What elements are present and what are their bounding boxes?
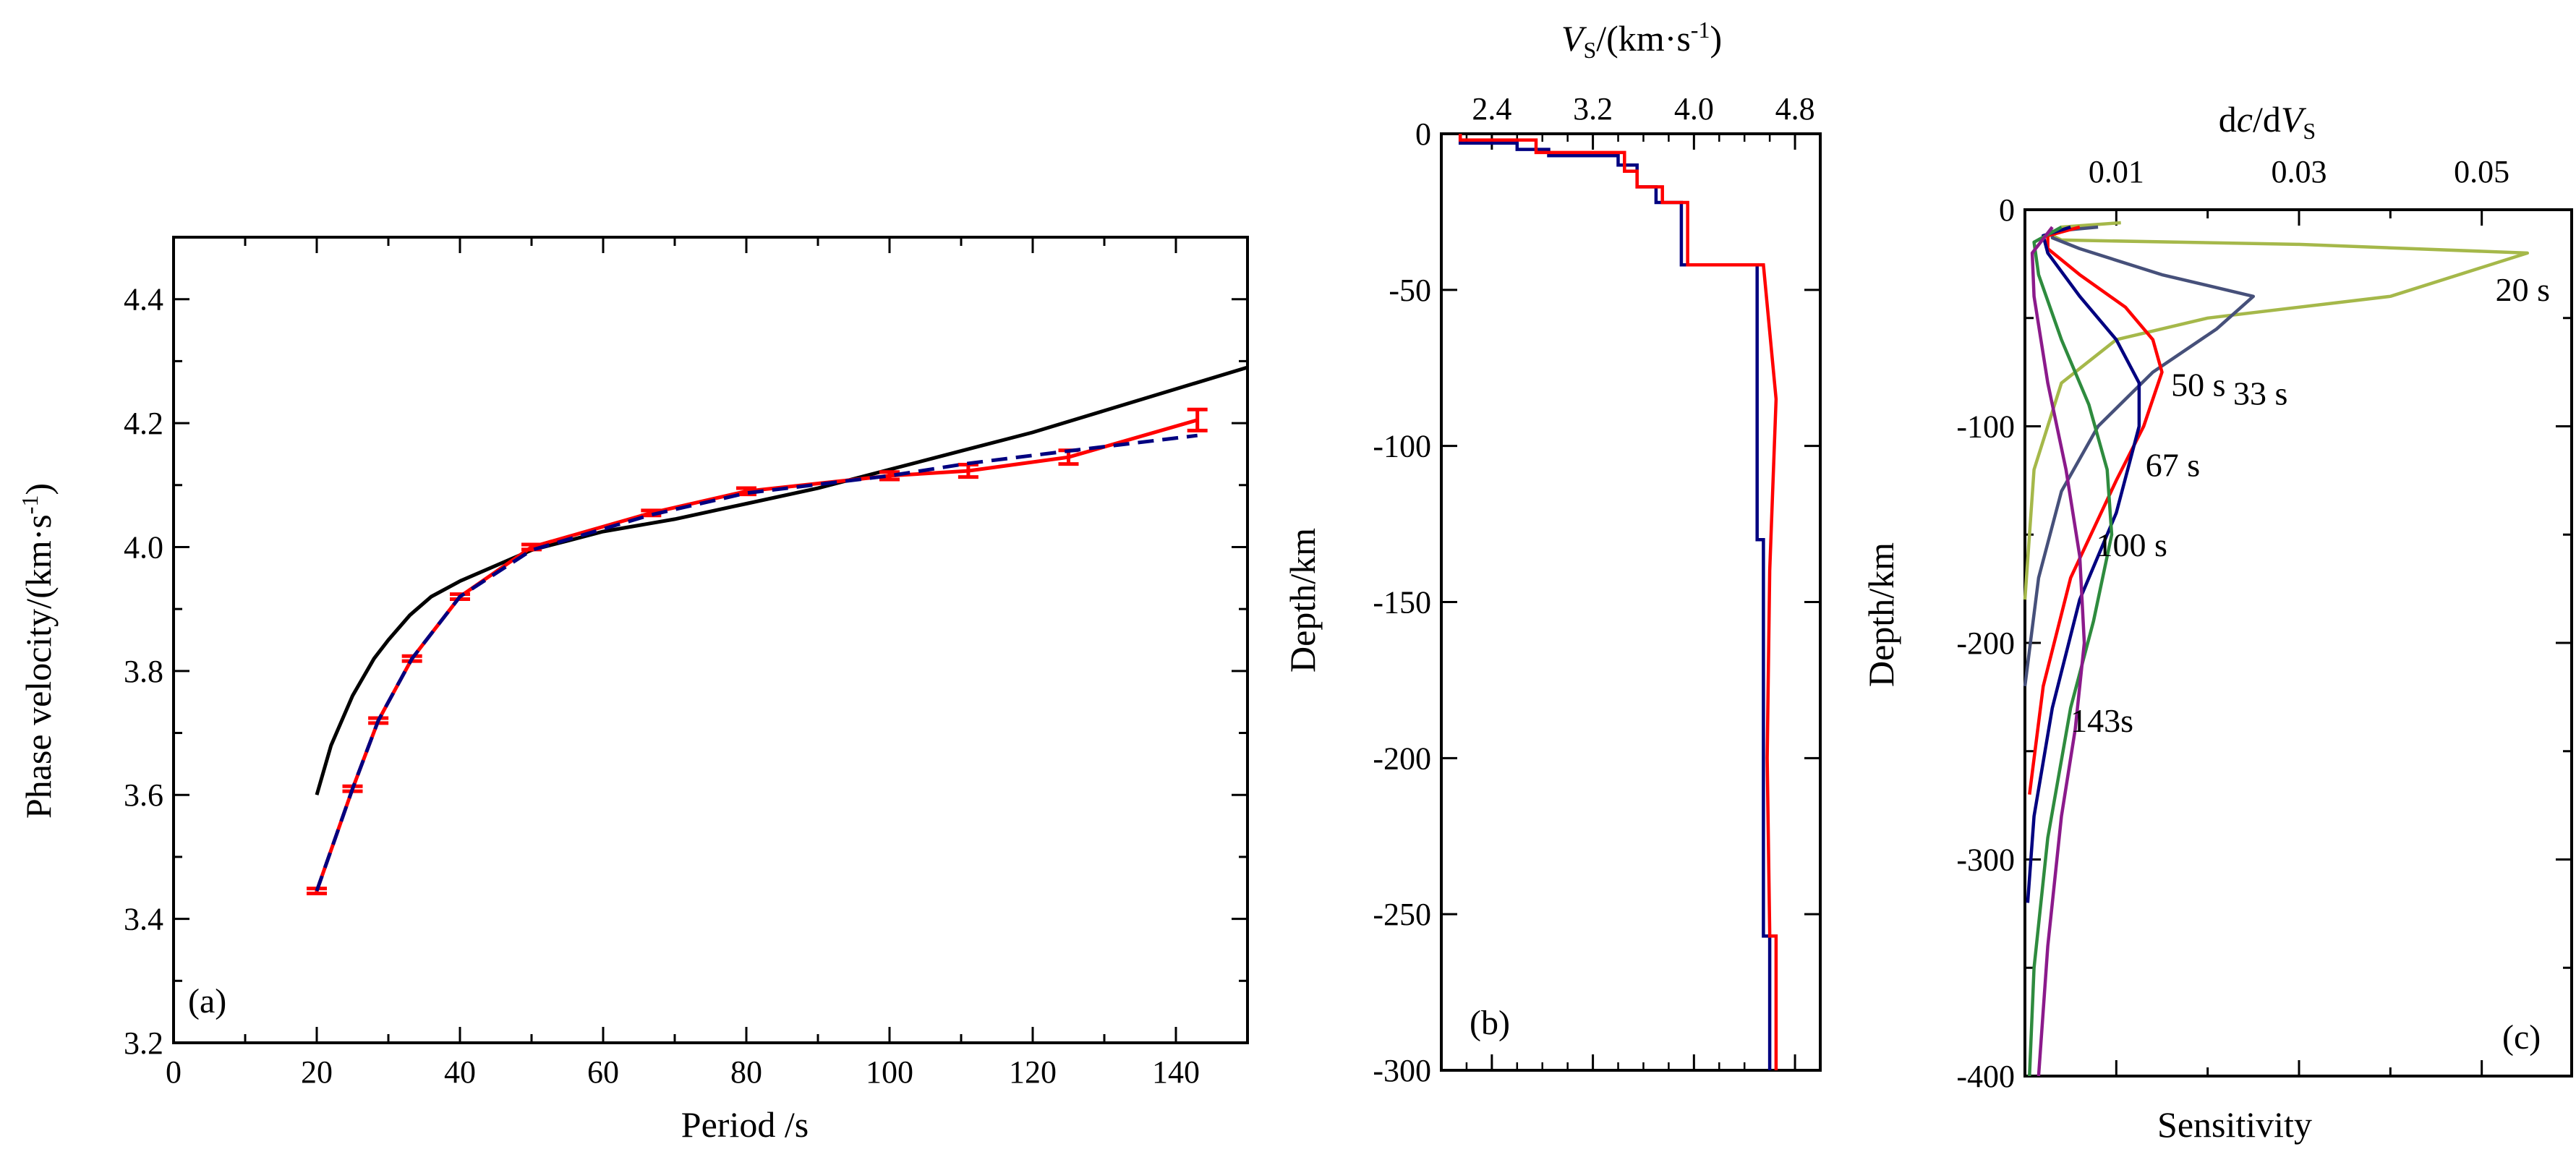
panel-a-y-tick-label: 3.4: [124, 902, 163, 937]
panel-b-xlabel: VS/(km·s-1): [1561, 17, 1722, 63]
panel-c-y-tick-label: -300: [1956, 842, 2015, 878]
panel-a-label: (a): [188, 982, 226, 1020]
panel-a-frame: [172, 236, 1249, 1044]
panel-b: (b) VS/(km·s-1) Depth/km 2.4 3.2 4.0 4.8 0 -5…: [1282, 17, 1822, 1088]
panel-b-y-tick-label: -150: [1373, 585, 1431, 620]
panel-a-y-tick-label: 4.4: [124, 282, 163, 317]
panel-b-y-tick-label: 0: [1415, 116, 1431, 152]
panel-a-ylabel-text: Phase velocity/(km·s: [18, 514, 59, 819]
panel-c-curve-label: 20 s: [2496, 271, 2550, 308]
panel-a-ylabel-close: ): [18, 483, 59, 495]
panel-b-y-tick-label: -250: [1373, 897, 1431, 932]
panel-b-x-tick-label: 4.8: [1775, 91, 1815, 127]
panel-c-y-tick-label: -200: [1956, 626, 2015, 661]
panel-c-y-tick-label: -400: [1956, 1059, 2015, 1094]
panel-c-toplabel-mid: /d: [2253, 99, 2281, 140]
panel-b-series-inverted: [1458, 134, 1778, 1070]
panel-c: (c) Sensitivity dc/dVS Depth/km 0.01 0.03…: [1861, 99, 2573, 1145]
panel-b-label: (b): [1470, 1004, 1510, 1042]
panel-b-y-tick-label: -50: [1389, 273, 1431, 308]
panel-a-x-tick-label: 100: [866, 1054, 913, 1090]
panel-a-ylabel: Phase velocity/(km·s-1): [17, 483, 59, 819]
panel-c-y-tick-label: -100: [1956, 409, 2015, 445]
panel-a-x-tick-label: 120: [1009, 1054, 1057, 1090]
panel-b-ylabel: Depth/km: [1282, 528, 1323, 673]
panel-b-xlabel-close: ): [1710, 18, 1722, 59]
panel-c-y-tick-label: 0: [1999, 192, 2015, 228]
panel-c-series-100s: [2028, 226, 2114, 1077]
panel-a-series-predicted: [315, 433, 1198, 892]
panel-c-toplabel-italic: c: [2237, 99, 2253, 140]
panel-c-series-50s: [2028, 225, 2164, 795]
panel-c-x-tick-label: 0.03: [2272, 154, 2327, 189]
panel-c-x-tick-label: 0.01: [2089, 154, 2144, 189]
panel-a-x-tick-label: 60: [587, 1054, 619, 1090]
panel-c-x-tick-label: 0.05: [2454, 154, 2509, 189]
panel-a-series-observed: [315, 418, 1198, 892]
panel-c-toplabel-italic2: V: [2281, 99, 2307, 140]
panel-a-y-tick-label: 3.6: [124, 777, 163, 813]
panel-c-series-33s: [2023, 225, 2256, 687]
panel-c-toplabel: dc/dVS: [2219, 99, 2316, 144]
panel-c-curve-label: 33 s: [2233, 375, 2287, 412]
panel-a-y-tick-label: 3.8: [124, 654, 163, 689]
panel-c-series-143s: [2030, 226, 2086, 1077]
panel-c-series-67s: [2026, 225, 2141, 903]
panel-c-curve-label: 50 s: [2171, 367, 2225, 404]
panel-a-y-tick-label: 4.0: [124, 529, 163, 565]
panel-c-toplabel-sub: S: [2303, 118, 2316, 144]
panel-b-x-tick-label: 3.2: [1573, 91, 1613, 127]
panel-c-ylabel: Depth/km: [1861, 542, 1901, 687]
panel-b-y-tick-label: -200: [1373, 741, 1431, 776]
panel-b-y-tick-label: -100: [1373, 429, 1431, 464]
panel-a-y-tick-label: 4.2: [124, 406, 163, 441]
panel-b-x-tick-label: 4.0: [1674, 91, 1714, 127]
panel-b-xlabel-sup: -1: [1691, 17, 1710, 43]
panel-a-xlabel: Period /s: [681, 1104, 809, 1145]
panel-b-y-tick-label: -300: [1373, 1053, 1431, 1088]
panel-c-curve-label: 67 s: [2146, 446, 2200, 483]
panel-b-xlabel-sub: S: [1583, 37, 1596, 63]
panel-c-xlabel: Sensitivity: [2157, 1104, 2312, 1145]
panel-b-xlabel-italic: V: [1561, 18, 1587, 59]
panel-a-ylabel-sup: -1: [17, 495, 43, 515]
panel-c-curve-label: 143s: [2070, 702, 2133, 739]
panel-c-label: (c): [2502, 1018, 2541, 1057]
panel-c-toplabel-pre: d: [2219, 99, 2237, 140]
panel-a-x-tick-label: 20: [301, 1054, 333, 1090]
panel-a-x-tick-label: 40: [444, 1054, 476, 1090]
panel-b-xlabel-rest: /(km·s: [1596, 18, 1691, 59]
panel-a-x-tick-label: 80: [730, 1054, 762, 1090]
panel-a-x-tick-label: 0: [166, 1054, 182, 1090]
panel-a: (a) Period /s Phase velocity/(km·s-1) 0 2…: [17, 236, 1249, 1145]
panel-b-x-tick-label: 2.4: [1472, 91, 1511, 127]
panel-a-x-tick-label: 140: [1152, 1054, 1200, 1090]
panel-c-curve-label: 100 s: [2097, 526, 2167, 563]
panel-a-y-tick-label: 3.2: [124, 1025, 163, 1061]
